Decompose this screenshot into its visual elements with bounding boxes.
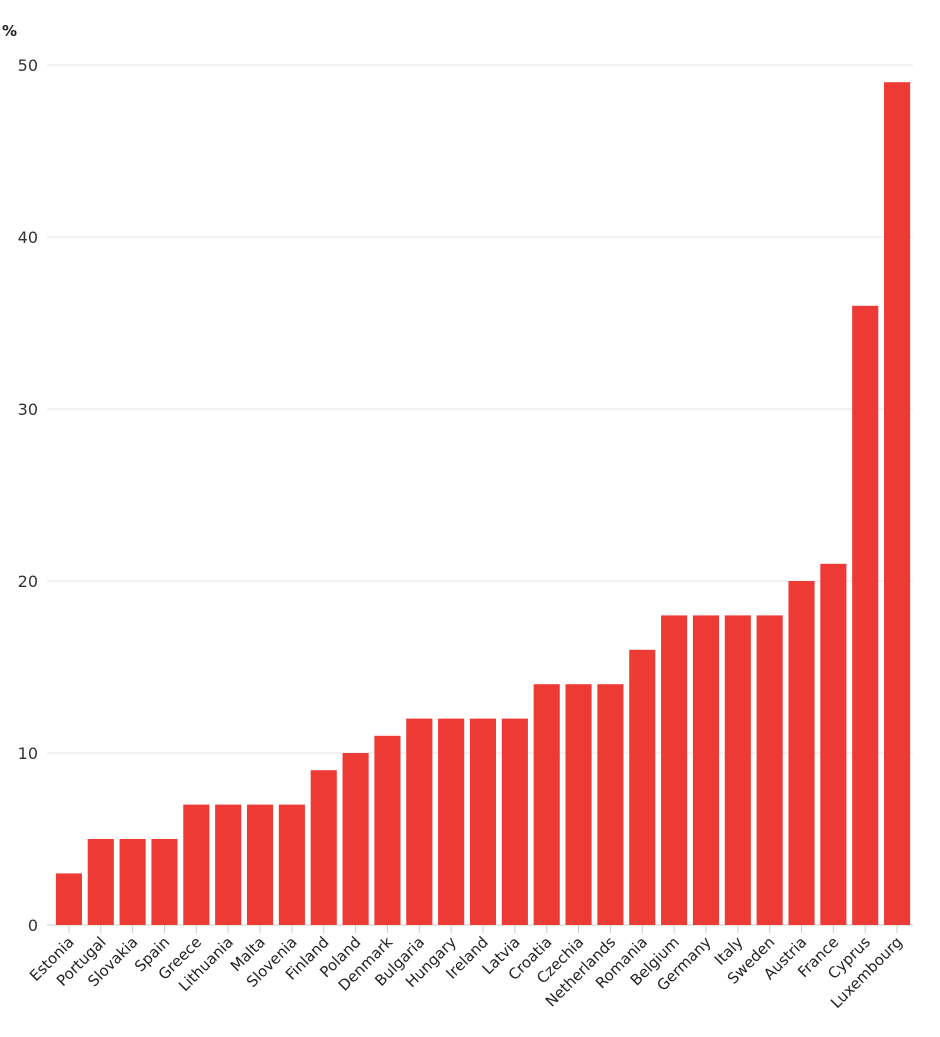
y-tick-label: 40 — [18, 228, 38, 247]
bar-bulgaria — [406, 718, 433, 925]
bar-france — [820, 563, 847, 925]
bar-denmark — [374, 735, 401, 925]
bar-cyprus — [852, 305, 879, 925]
bar-sweden — [756, 615, 783, 925]
bar-poland — [342, 753, 369, 925]
y-axis-unit-label: % — [2, 22, 18, 40]
y-tick-label: 50 — [18, 56, 38, 75]
bar-netherlands — [597, 684, 624, 925]
bar-malta — [246, 804, 274, 925]
y-tick-label: 20 — [18, 572, 38, 591]
bar-finland — [310, 770, 337, 925]
bar-ireland — [469, 718, 497, 925]
bar-slovenia — [278, 804, 305, 925]
y-tick-label: 10 — [18, 744, 38, 763]
bar-portugal — [87, 839, 114, 925]
bar-lithuania — [215, 804, 242, 925]
bar-germany — [692, 615, 720, 925]
bar-slovakia — [119, 839, 146, 925]
bar-italy — [724, 615, 751, 925]
bar-luxembourg — [884, 82, 911, 925]
bar-spain — [151, 839, 178, 925]
bar-romania — [629, 649, 656, 925]
bar-estonia — [55, 873, 82, 925]
y-tick-label: 30 — [18, 400, 38, 419]
bar-belgium — [661, 615, 688, 925]
bar-czechia — [565, 684, 592, 925]
y-tick-label: 0 — [28, 916, 38, 935]
bar-greece — [183, 804, 210, 925]
bar-croatia — [533, 684, 560, 925]
bar-austria — [788, 581, 815, 925]
bar-latvia — [501, 718, 528, 925]
bar-hungary — [438, 718, 465, 925]
